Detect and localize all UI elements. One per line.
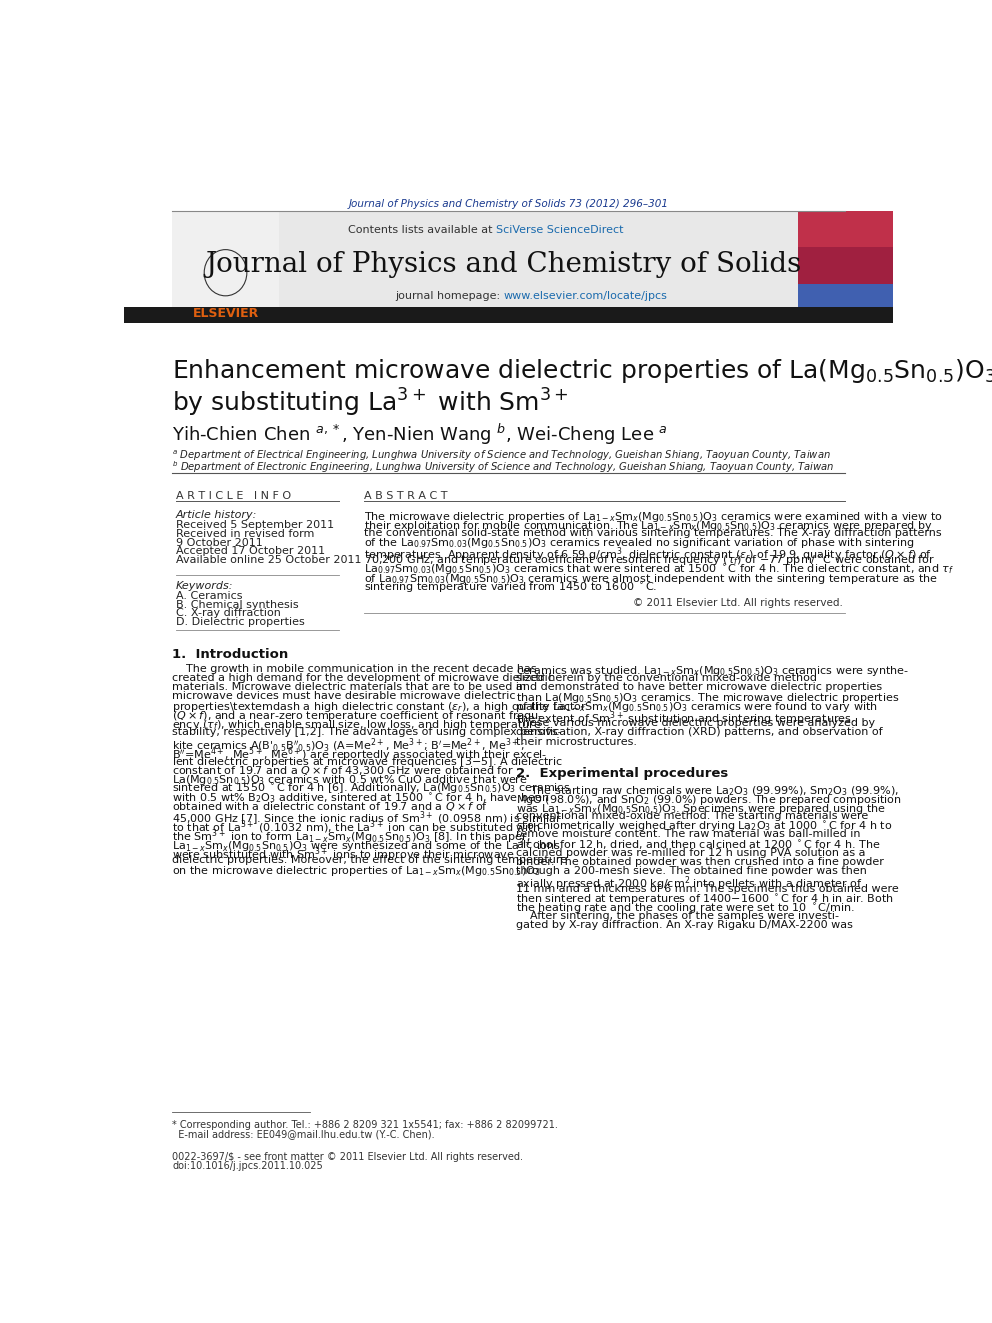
- Text: the Sm$^{3+}$ ion to form La$_{1-x}$Sm$_x$(Mg$_{0.5}$Sn$_{0.5}$)O$_3$ [8]. In th: the Sm$^{3+}$ ion to form La$_{1-x}$Sm$_…: [172, 827, 531, 845]
- Text: with 0.5 wt% B$_2$O$_3$ additive, sintered at 1500 $^\circ$C for 4 h, have been: with 0.5 wt% B$_2$O$_3$ additive, sinter…: [172, 791, 550, 804]
- Text: La$_{1-x}$Sm$_x$(Mg$_{0.5}$Sn$_{0.5}$)O$_3$ were synthesized and some of the La$: La$_{1-x}$Sm$_x$(Mg$_{0.5}$Sn$_{0.5}$)O$…: [172, 836, 560, 855]
- Text: La(Mg$_{0.5}$Sn$_{0.5}$)O$_3$ ceramics with 0.5 wt% CuO additive that were: La(Mg$_{0.5}$Sn$_{0.5}$)O$_3$ ceramics w…: [172, 773, 528, 787]
- Text: Article history:: Article history:: [176, 509, 257, 520]
- Text: Received 5 September 2011: Received 5 September 2011: [176, 520, 334, 531]
- Text: ency ($\tau_f$), which enable small size, low loss, and high temperature: ency ($\tau_f$), which enable small size…: [172, 718, 542, 733]
- Text: A B S T R A C T: A B S T R A C T: [364, 491, 447, 501]
- Text: alcohol for 12 h, dried, and then calcined at 1200 $^\circ$C for 4 h. The: alcohol for 12 h, dried, and then calcin…: [516, 839, 881, 852]
- Text: the heating rate and the cooling rate were set to 10 $^\circ$C/min.: the heating rate and the cooling rate we…: [516, 902, 855, 917]
- Text: © 2011 Elsevier Ltd. All rights reserved.: © 2011 Elsevier Ltd. All rights reserved…: [633, 598, 843, 607]
- Text: was La$_{1-x}$Sm$_x$(Mg$_{0.5}$Sn$_{0.5}$)O$_3$. Specimens were prepared using t: was La$_{1-x}$Sm$_x$(Mg$_{0.5}$Sn$_{0.5}…: [516, 802, 886, 816]
- Text: by substituting La$^{3+}$ with Sm$^{3+}$: by substituting La$^{3+}$ with Sm$^{3+}$: [172, 386, 568, 419]
- Text: C. X-ray diffraction: C. X-ray diffraction: [176, 609, 281, 618]
- Text: 1.  Introduction: 1. Introduction: [172, 648, 289, 660]
- Text: sintered at 1550 $^\circ$C for 4 h [6]. Additionally, La(Mg$_{0.5}$Sn$_{0.5}$)O$: sintered at 1550 $^\circ$C for 4 h [6]. …: [172, 782, 570, 796]
- Text: through a 200-mesh sieve. The obtained fine powder was then: through a 200-mesh sieve. The obtained f…: [516, 865, 867, 876]
- Bar: [799, 284, 893, 308]
- Text: A R T I C L E   I N F O: A R T I C L E I N F O: [176, 491, 291, 501]
- Text: Accepted 17 October 2011: Accepted 17 October 2011: [176, 546, 325, 557]
- Text: 45,000 GHz [7]. Since the ionic radius of Sm$^{3+}$ (0.0958 nm) is similar: 45,000 GHz [7]. Since the ionic radius o…: [172, 810, 561, 828]
- Bar: [799, 247, 893, 283]
- Text: SciVerse ScienceDirect: SciVerse ScienceDirect: [496, 225, 624, 235]
- Text: ELSEVIER: ELSEVIER: [192, 307, 259, 320]
- Text: stability, respectively [1,2]. The advantages of using complex perovs-: stability, respectively [1,2]. The advan…: [172, 728, 561, 737]
- Text: 11 mm and a thickness of 6 mm. The specimens thus obtained were: 11 mm and a thickness of 6 mm. The speci…: [516, 884, 899, 894]
- Text: their microstructures.: their microstructures.: [516, 737, 637, 746]
- Text: $^{b}$ Department of Electronic Engineering, Lunghwa University of Science and T: $^{b}$ Department of Electronic Engineer…: [172, 459, 834, 475]
- Text: temperatures. Apparent density of 6.59 g/cm$^3$, dielectric constant ($\varepsil: temperatures. Apparent density of 6.59 g…: [364, 545, 932, 564]
- Text: remove moisture content. The raw material was ball-milled in: remove moisture content. The raw materia…: [516, 830, 861, 839]
- Text: B. Chemical synthesis: B. Chemical synthesis: [176, 599, 299, 610]
- Text: microwave devices must have desirable microwave dielectric: microwave devices must have desirable mi…: [172, 691, 516, 701]
- Bar: [172, 212, 279, 308]
- Text: www.elsevier.com/locate/jpcs: www.elsevier.com/locate/jpcs: [504, 291, 668, 302]
- Text: created a high demand for the development of microwave dielectric: created a high demand for the developmen…: [172, 673, 554, 683]
- Text: kite ceramics A(B$'_{0.5}$B$''_{0.5}$)O$_3$ (A=Me$^{2+}$, Me$^{3+}$; B$'$=Me$^{2: kite ceramics A(B$'_{0.5}$B$''_{0.5}$)O$…: [172, 737, 525, 754]
- Text: of La$_{0.97}$Sm$_{0.03}$(Mg$_{0.5}$Sn$_{0.5}$)O$_3$ ceramics were almost indepe: of La$_{0.97}$Sm$_{0.03}$(Mg$_{0.5}$Sn$_…: [364, 572, 938, 586]
- Text: then sintered at temperatures of 1400$-$1600 $^\circ$C for 4 h in air. Both: then sintered at temperatures of 1400$-$…: [516, 893, 894, 908]
- Bar: [799, 212, 893, 247]
- Text: than La(Mg$_{0.5}$Sn$_{0.5}$)O$_3$ ceramics. The microwave dielectric properties: than La(Mg$_{0.5}$Sn$_{0.5}$)O$_3$ ceram…: [516, 691, 900, 705]
- Text: ceramics was studied. La$_{1-x}$Sm$_x$(Mg$_{0.5}$Sn$_{0.5}$)O$_3$ ceramics were : ceramics was studied. La$_{1-x}$Sm$_x$(M…: [516, 664, 910, 677]
- Bar: [124, 307, 893, 323]
- Text: The starting raw chemicals were La$_2$O$_3$ (99.99%), Sm$_2$O$_3$ (99.9%),: The starting raw chemicals were La$_2$O$…: [516, 785, 899, 798]
- Text: La$_{0.97}$Sm$_{0.03}$(Mg$_{0.5}$Sn$_{0.5}$)O$_3$ ceramics that were sintered at: La$_{0.97}$Sm$_{0.03}$(Mg$_{0.5}$Sn$_{0.…: [364, 564, 954, 577]
- Text: Received in revised form: Received in revised form: [176, 529, 314, 538]
- Text: were substituted with Sm$^{3+}$ ions to improve their microwave: were substituted with Sm$^{3+}$ ions to …: [172, 845, 515, 864]
- Text: constant of 19.7 and a $Q\times f$ of 43,300 GHz were obtained for: constant of 19.7 and a $Q\times f$ of 43…: [172, 763, 514, 777]
- Text: of the La$_{1-x}$Sm$_x$(Mg$_{0.5}$Sn$_{0.5}$)O$_3$ ceramics were found to vary w: of the La$_{1-x}$Sm$_x$(Mg$_{0.5}$Sn$_{0…: [516, 700, 878, 714]
- Text: obtained with a dielectric constant of 19.7 and a $Q\times f$ of: obtained with a dielectric constant of 1…: [172, 800, 488, 814]
- Text: Yih-Chien Chen $^{a,*}$, Yen-Nien Wang $^{b}$, Wei-Cheng Lee $^{a}$: Yih-Chien Chen $^{a,*}$, Yen-Nien Wang $…: [172, 422, 668, 447]
- Text: dielectric properties. Moreover, the effect of the sintering temperature: dielectric properties. Moreover, the eff…: [172, 855, 567, 865]
- Text: $^{a}$ Department of Electrical Engineering, Lunghwa University of Science and T: $^{a}$ Department of Electrical Engineer…: [172, 448, 831, 463]
- Text: axially pressed at 2000 kg/cm$^2$ into pellets with a diameter of: axially pressed at 2000 kg/cm$^2$ into p…: [516, 875, 863, 893]
- Text: * Corresponding author. Tel.: +886 2 8209 321 1x5541; fax: +886 2 82099721.: * Corresponding author. Tel.: +886 2 820…: [172, 1119, 558, 1130]
- Text: calcined powder was re-milled for 12 h using PVA solution as a: calcined powder was re-milled for 12 h u…: [516, 848, 866, 857]
- Text: Journal of Physics and Chemistry of Solids 73 (2012) 296–301: Journal of Physics and Chemistry of Soli…: [348, 198, 669, 209]
- Text: conventional mixed-oxide method. The starting materials were: conventional mixed-oxide method. The sta…: [516, 811, 868, 822]
- Text: B$''$=Me$^{4+}$, Me$^{5+}$, Me$^{6+}$) are reportedly associated with their exce: B$''$=Me$^{4+}$, Me$^{5+}$, Me$^{6+}$) a…: [172, 746, 548, 765]
- Text: D. Dielectric properties: D. Dielectric properties: [176, 618, 305, 627]
- Text: their exploitation for mobile communication. The La$_{1-x}$Sm$_x$(Mg$_{0.5}$Sn$_: their exploitation for mobile communicat…: [364, 519, 933, 533]
- Text: MgO (98.0%), and SnO$_2$ (99.0%) powders. The prepared composition: MgO (98.0%), and SnO$_2$ (99.0%) powders…: [516, 792, 902, 807]
- Text: the extent of Sm$^{3+}$ substitution and sintering temperatures.: the extent of Sm$^{3+}$ substitution and…: [516, 709, 855, 728]
- Text: Contents lists available at: Contents lists available at: [348, 225, 496, 235]
- Text: The growth in mobile communication in the recent decade has: The growth in mobile communication in th…: [172, 664, 537, 673]
- Text: to that of La$^{3+}$ (0.1032 nm), the La$^{3+}$ ion can be substituted with: to that of La$^{3+}$ (0.1032 nm), the La…: [172, 819, 541, 836]
- Text: Available online 25 October 2011: Available online 25 October 2011: [176, 556, 361, 565]
- Bar: [172, 212, 799, 308]
- Text: binder. The obtained powder was then crushed into a fine powder: binder. The obtained powder was then cru…: [516, 857, 884, 867]
- Text: After sintering, the phases of the samples were investi-: After sintering, the phases of the sampl…: [516, 912, 839, 921]
- Text: journal homepage:: journal homepage:: [395, 291, 504, 302]
- Text: doi:10.1016/j.jpcs.2011.10.025: doi:10.1016/j.jpcs.2011.10.025: [172, 1162, 322, 1171]
- Text: sized herein by the conventional mixed-oxide method: sized herein by the conventional mixed-o…: [516, 673, 817, 683]
- Text: 70,200 GHz, and temperature coefficient of resonant frequency ($\tau_f$) of $-$7: 70,200 GHz, and temperature coefficient …: [364, 554, 935, 569]
- Text: Keywords:: Keywords:: [176, 581, 233, 591]
- Text: and demonstrated to have better microwave dielectric properties: and demonstrated to have better microwav…: [516, 683, 882, 692]
- Text: A. Ceramics: A. Ceramics: [176, 591, 242, 601]
- Text: stoichiometrically weighed after drying La$_2$O$_3$ at 1000 $^\circ$C for 4 h to: stoichiometrically weighed after drying …: [516, 820, 893, 835]
- Text: gated by X-ray diffraction. An X-ray Rigaku D/MAX-2200 was: gated by X-ray diffraction. An X-ray Rig…: [516, 921, 853, 930]
- Text: sintering temperature varied from 1450 to 1600 $^\circ$C.: sintering temperature varied from 1450 t…: [364, 581, 658, 595]
- Text: The microwave dielectric properties of La$_{1-x}$Sm$_x$(Mg$_{0.5}$Sn$_{0.5}$)O$_: The microwave dielectric properties of L…: [364, 509, 943, 524]
- Text: 9 October 2011: 9 October 2011: [176, 537, 263, 548]
- Text: ($Q\times f$), and a near-zero temperature coefficient of resonant frequ-: ($Q\times f$), and a near-zero temperatu…: [172, 709, 544, 724]
- Text: Enhancement microwave dielectric properties of La(Mg$_{0.5}$Sn$_{0.5}$)O$_3$ cer: Enhancement microwave dielectric propert…: [172, 357, 992, 385]
- Text: of the La$_{0.97}$Sm$_{0.03}$(Mg$_{0.5}$Sn$_{0.5}$)O$_3$ ceramics revealed no si: of the La$_{0.97}$Sm$_{0.03}$(Mg$_{0.5}$…: [364, 536, 915, 550]
- Text: 2.  Experimental procedures: 2. Experimental procedures: [516, 767, 728, 781]
- Text: materials. Microwave dielectric materials that are to be used in: materials. Microwave dielectric material…: [172, 683, 526, 692]
- Text: Journal of Physics and Chemistry of Solids: Journal of Physics and Chemistry of Soli…: [205, 251, 802, 278]
- Text: These various microwave dielectric properties were analyzed by: These various microwave dielectric prope…: [516, 718, 875, 729]
- Text: properties\textemdash a high dielectric constant ($\varepsilon_r$), a high quali: properties\textemdash a high dielectric …: [172, 700, 587, 714]
- Text: densification, X-ray diffraction (XRD) patterns, and observation of: densification, X-ray diffraction (XRD) p…: [516, 728, 883, 737]
- Text: on the microwave dielectric properties of La$_{1-x}$Sm$_x$(Mg$_{0.5}$Sn$_{0.5}$): on the microwave dielectric properties o…: [172, 864, 541, 877]
- Text: the conventional solid-state method with various sintering temperatures. The X-r: the conventional solid-state method with…: [364, 528, 941, 537]
- Text: lent dielectric properties at microwave frequencies [3$-$5]. A dielectric: lent dielectric properties at microwave …: [172, 754, 562, 769]
- Text: 0022-3697/$ - see front matter © 2011 Elsevier Ltd. All rights reserved.: 0022-3697/$ - see front matter © 2011 El…: [172, 1152, 523, 1162]
- Text: E-mail address: EE049@mail.lhu.edu.tw (Y.-C. Chen).: E-mail address: EE049@mail.lhu.edu.tw (Y…: [172, 1129, 434, 1139]
- Ellipse shape: [204, 250, 247, 296]
